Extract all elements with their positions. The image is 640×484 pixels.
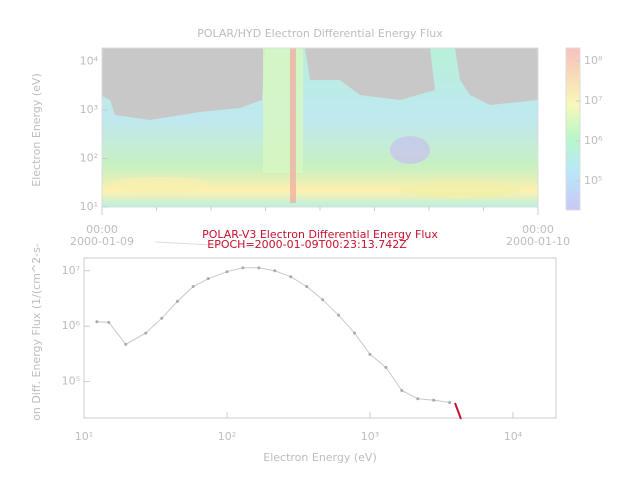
cursor-leader xyxy=(154,241,269,249)
y-axis-label: on Diff. Energy Flux (1/(cm^2-s- xyxy=(30,243,43,421)
data-point xyxy=(400,388,404,392)
data-point xyxy=(206,277,210,281)
data-point xyxy=(257,266,261,270)
x-tick-label: 10¹ xyxy=(75,430,93,443)
data-point xyxy=(95,320,99,324)
cursor-epoch: EPOCH=2000-01-09T00:23:13.742Z xyxy=(207,238,407,251)
y-tick-label: 10⁶ xyxy=(62,319,81,332)
y-tick-label: 10⁸ xyxy=(584,54,603,67)
cursor-title: POLAR-V3 Electron Differential Energy Fl… xyxy=(202,228,438,241)
x-tick-label: 00:00 xyxy=(86,223,118,236)
y-tick-label: 10¹ xyxy=(80,200,98,213)
cursor-marker xyxy=(454,402,462,420)
data-point xyxy=(225,270,229,274)
chart-title: POLAR/HYD Electron Differential Energy F… xyxy=(197,27,443,40)
x-tick-label: 2000-01-09 xyxy=(70,235,134,248)
x-axis-label: Electron Energy (eV) xyxy=(263,451,377,464)
y-tick-label: 10⁴ xyxy=(80,55,99,68)
y-tick-label: 10³ xyxy=(80,103,98,116)
data-point xyxy=(321,298,325,302)
data-point xyxy=(124,342,128,346)
data-point xyxy=(160,316,164,320)
data-point xyxy=(289,275,293,279)
y-tick-label: 10⁵ xyxy=(584,174,602,187)
y-tick-label: 10² xyxy=(80,152,98,165)
x-tick-label: 10⁴ xyxy=(504,430,523,443)
data-point xyxy=(241,266,245,270)
x-tick-label: 10² xyxy=(218,430,236,443)
x-tick-label: 00:00 xyxy=(522,223,554,236)
data-point xyxy=(273,269,277,273)
plot-frame xyxy=(83,257,557,419)
y-tick-label: 10⁷ xyxy=(62,264,80,277)
data-point xyxy=(448,400,452,404)
data-point xyxy=(384,365,388,369)
data-point xyxy=(144,331,148,335)
y-tick-label: 10⁵ xyxy=(62,375,80,388)
x-tick-label: 10³ xyxy=(361,430,379,443)
colorbar xyxy=(565,47,581,211)
data-point xyxy=(368,352,372,356)
data-point xyxy=(432,398,436,402)
spectrogram-image xyxy=(102,48,538,207)
data-line xyxy=(96,267,450,403)
y-axis-label: Electron Energy (eV) xyxy=(30,73,43,187)
y-tick-label: 10⁶ xyxy=(584,134,603,147)
data-point xyxy=(305,285,309,289)
data-point xyxy=(175,299,179,303)
x-tick-label: 2000-01-10 xyxy=(506,235,570,248)
y-tick-label: 10⁷ xyxy=(584,94,602,107)
data-point xyxy=(191,285,195,289)
data-point xyxy=(107,320,111,324)
data-point xyxy=(337,313,341,317)
data-point xyxy=(352,331,356,335)
data-point xyxy=(416,397,420,401)
